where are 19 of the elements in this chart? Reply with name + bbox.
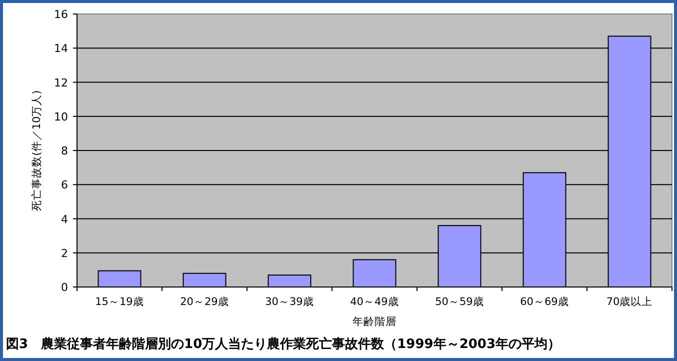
y-tick-label: 12 [54, 76, 68, 90]
y-axis-title: 死亡事故数(件／10万人) [30, 90, 43, 211]
x-tick-label: 50～59歳 [435, 295, 484, 308]
y-tick-label: 4 [61, 212, 68, 226]
text: 図3 農業従事者年齢階層別の10万人当たり農作業死亡事故件数（1999年～2003年の平均） [6, 336, 560, 352]
y-tick-label: 6 [61, 178, 68, 192]
x-tick-label: 30～39歳 [265, 295, 314, 308]
y-tick-label: 10 [54, 110, 68, 124]
x-tick-label: 70歳以上 [606, 295, 653, 308]
x-tick-label: 40～49歳 [350, 295, 399, 308]
y-tick-label: 8 [61, 144, 68, 158]
x-tick-label: 15～19歳 [95, 295, 144, 308]
y-tick-label: 16 [54, 8, 68, 21]
y-tick-label: 0 [61, 281, 68, 294]
x-axis-title: 年齢階層 [352, 316, 396, 328]
x-tick-label: 60～69歳 [520, 295, 569, 308]
x-tick-label: 20～29歳 [180, 295, 229, 308]
y-tick-label: 14 [54, 42, 68, 56]
y-tick-label: 2 [61, 246, 68, 260]
